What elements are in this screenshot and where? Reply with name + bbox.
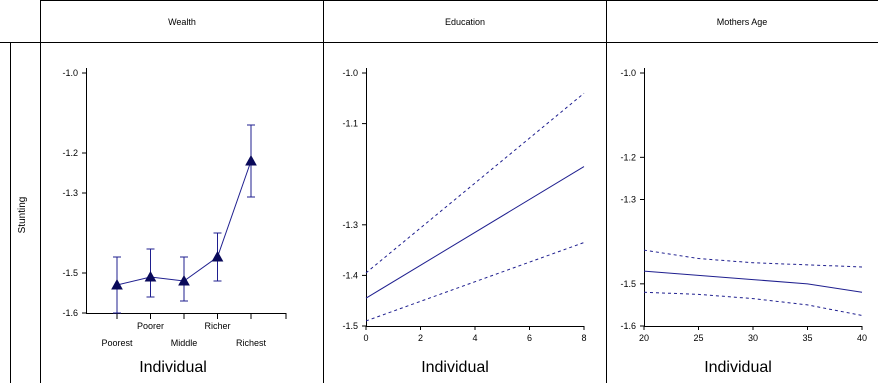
x-tick-label: 35 bbox=[802, 333, 812, 343]
point-marker bbox=[111, 278, 123, 290]
x-tick-label: Poorest bbox=[101, 338, 133, 348]
y-tick-label: -1.3 bbox=[342, 220, 358, 230]
panel-education: -1.0 -1.1 -1.3 -1.4 -1.5 Individual 0 2 4 6 8 bbox=[342, 68, 587, 376]
confidence-band-line bbox=[365, 92, 585, 274]
y-tick-label: -1.2 bbox=[62, 148, 78, 158]
y-tick-label: -1.3 bbox=[620, 195, 636, 205]
estimate-line bbox=[643, 270, 863, 293]
x-tick-label: 30 bbox=[748, 333, 758, 343]
x-axis-label: Individual bbox=[704, 359, 772, 376]
panel-mothers-age: -1.0 -1.2 -1.3 -1.5 -1.6 Individual 20 25 30 35 40 bbox=[620, 68, 867, 376]
y-tick-label: -1.2 bbox=[620, 152, 636, 162]
row-label-stunting: Stunting bbox=[17, 197, 28, 234]
x-tick-label: Richest bbox=[236, 338, 267, 348]
x-tick-label: 4 bbox=[472, 333, 477, 343]
y-tick-label: -1.5 bbox=[342, 321, 358, 331]
x-axis-label: Individual bbox=[421, 359, 489, 376]
x-tick-label: 40 bbox=[857, 333, 867, 343]
x-tick-label: 0 bbox=[363, 333, 368, 343]
panel-title-mothers-age: Mothers Age bbox=[717, 17, 768, 27]
x-tick-label: 25 bbox=[693, 333, 703, 343]
x-tick-label: 8 bbox=[581, 333, 586, 343]
y-tick-label: -1.0 bbox=[62, 68, 78, 78]
x-tick-label: 6 bbox=[527, 333, 532, 343]
x-tick-label: Richer bbox=[204, 321, 230, 331]
y-tick-label: -1.6 bbox=[620, 321, 636, 331]
estimate-line bbox=[365, 166, 585, 299]
y-tick-label: -1.4 bbox=[342, 270, 358, 280]
y-tick-label: -1.0 bbox=[342, 68, 358, 78]
point-marker bbox=[178, 274, 190, 286]
panel-title-wealth: Wealth bbox=[168, 17, 196, 27]
y-tick-label: -1.1 bbox=[342, 119, 358, 129]
panel-title-education: Education bbox=[445, 17, 485, 27]
x-tick-label: 20 bbox=[639, 333, 649, 343]
y-tick-label: -1.5 bbox=[62, 268, 78, 278]
panel-wealth: -1.0 -1.2 -1.3 -1.5 -1.6 Individual Poorest Poo… bbox=[62, 68, 287, 376]
y-tick-label: -1.0 bbox=[620, 68, 636, 78]
point-marker bbox=[144, 270, 157, 282]
point-marker bbox=[211, 250, 224, 262]
x-axis-label: Individual bbox=[139, 359, 207, 376]
x-tick-label: 2 bbox=[418, 333, 423, 343]
confidence-band-line bbox=[643, 291, 863, 316]
x-tick-label: Poorer bbox=[137, 321, 164, 331]
x-tick-label: Middle bbox=[171, 338, 198, 348]
confidence-band-line bbox=[365, 242, 585, 322]
y-tick-label: -1.6 bbox=[62, 308, 78, 318]
y-tick-label: -1.5 bbox=[620, 279, 636, 289]
confidence-band-line bbox=[643, 249, 863, 268]
y-tick-label: -1.3 bbox=[62, 188, 78, 198]
point-marker bbox=[245, 154, 257, 166]
